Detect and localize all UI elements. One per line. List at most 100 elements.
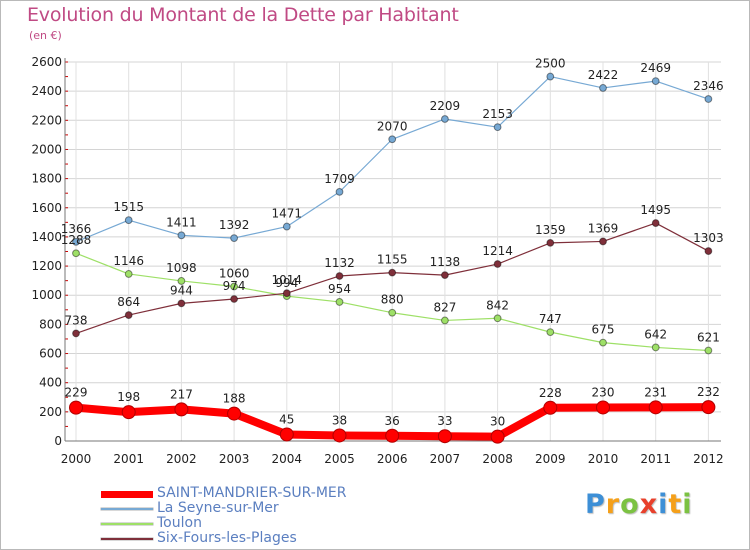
data-label-six-fours-les-plages-2007: 1138 xyxy=(430,255,461,269)
data-point-saint-mandrier-sur-mer-2005 xyxy=(332,428,347,443)
data-label-saint-mandrier-sur-mer-2008: 30 xyxy=(490,415,505,429)
x-tick-label-2007: 2007 xyxy=(430,452,461,466)
data-point-six-fours-les-plages-2011 xyxy=(651,219,660,227)
legend-swatch-la-seyne xyxy=(101,508,153,510)
data-label-saint-mandrier-sur-mer-2009: 228 xyxy=(539,386,562,400)
data-label-toulon-2012: 621 xyxy=(697,330,720,344)
data-point-six-fours-les-plages-2004 xyxy=(282,289,291,298)
chart-subtitle: (en €) xyxy=(29,29,62,42)
data-point-six-fours-les-plages-2002 xyxy=(177,299,186,308)
data-point-la-seyne-sur-mer-2009 xyxy=(546,72,555,81)
data-point-saint-mandrier-sur-mer-2003 xyxy=(227,406,242,421)
series-saint-mandrier-sur-mer: 229 198 217 188 45 38 36 33 30 228 230 231 232 xyxy=(65,385,720,444)
data-point-saint-mandrier-sur-mer-2000 xyxy=(69,400,83,415)
data-label-toulon-2008: 842 xyxy=(486,298,509,312)
data-point-six-fours-les-plages-2006 xyxy=(388,268,397,277)
y-tick-label-1200: 1200 xyxy=(31,259,62,273)
data-point-la-seyne-sur-mer-2003 xyxy=(230,234,239,242)
logo-letter: i xyxy=(658,489,669,520)
data-label-six-fours-les-plages-2004: 1014 xyxy=(272,273,303,287)
x-tick-label-2000: 2000 xyxy=(61,452,92,466)
data-point-saint-mandrier-sur-mer-2004 xyxy=(279,427,294,442)
data-point-la-seyne-sur-mer-2002 xyxy=(177,231,186,240)
data-point-toulon-2011 xyxy=(651,343,660,352)
data-point-saint-mandrier-sur-mer-2008 xyxy=(490,429,505,444)
data-point-six-fours-les-plages-2005 xyxy=(335,272,344,280)
data-point-six-fours-les-plages-2003 xyxy=(230,295,239,303)
x-tick-label-2008: 2008 xyxy=(482,452,513,466)
data-label-six-fours-les-plages-2000: 738 xyxy=(65,313,88,327)
data-point-toulon-2010 xyxy=(599,338,607,347)
y-tick-label-600: 600 xyxy=(39,347,62,361)
y-tick-label-2400: 2400 xyxy=(31,84,62,98)
legend-label-saint-mandrier: SAINT-MANDRIER-SUR-MER xyxy=(157,485,347,501)
data-point-saint-mandrier-sur-mer-2001 xyxy=(121,405,136,420)
data-point-six-fours-les-plages-2012 xyxy=(704,247,713,255)
data-point-saint-mandrier-sur-mer-2010 xyxy=(596,400,610,415)
data-label-saint-mandrier-sur-mer-2006: 36 xyxy=(385,414,400,428)
x-tick-label-2009: 2009 xyxy=(535,452,566,466)
data-point-toulon-2002 xyxy=(177,277,186,285)
data-label-toulon-2007: 827 xyxy=(433,300,456,314)
data-label-six-fours-les-plages-2009: 1359 xyxy=(535,223,566,237)
logo-letter: x xyxy=(639,489,659,520)
legend-swatch-six-fours xyxy=(101,538,153,540)
data-label-toulon-2004: 994 xyxy=(275,276,298,290)
y-tick-label-2000: 2000 xyxy=(31,142,62,156)
data-label-saint-mandrier-sur-mer-2003: 188 xyxy=(223,392,246,406)
data-label-saint-mandrier-sur-mer-2012: 232 xyxy=(697,385,720,399)
data-point-la-seyne-sur-mer-2011 xyxy=(651,77,660,85)
data-label-la-seyne-sur-mer-2006: 2070 xyxy=(377,119,408,133)
proxiti-logo: Proxiti xyxy=(585,489,693,520)
logo-letter: P xyxy=(585,489,606,520)
legend-label-toulon: Toulon xyxy=(157,515,202,531)
logo-letter: o xyxy=(620,489,640,520)
data-label-saint-mandrier-sur-mer-2011: 231 xyxy=(644,385,667,399)
data-label-six-fours-les-plages-2003: 974 xyxy=(223,279,246,293)
series-six-fours-les-plages: 738 864 944 974 1014 1132 1155 1138 1214 1359 1369… xyxy=(65,203,724,338)
data-label-saint-mandrier-sur-mer-2004: 45 xyxy=(279,412,294,426)
legend-swatch-toulon xyxy=(101,523,153,525)
data-point-saint-mandrier-sur-mer-2006 xyxy=(385,428,400,443)
data-point-saint-mandrier-sur-mer-2007 xyxy=(437,429,452,444)
data-point-six-fours-les-plages-2007 xyxy=(441,271,449,280)
data-label-six-fours-les-plages-2011: 1495 xyxy=(640,203,671,217)
data-label-la-seyne-sur-mer-2002: 1411 xyxy=(166,215,197,229)
y-tick-label-400: 400 xyxy=(39,376,62,390)
data-label-six-fours-les-plages-2002: 944 xyxy=(170,283,193,297)
series-la-seyne-sur-mer: 1366 1515 1411 1392 1471 1709 2070 2209 2153 2500… xyxy=(61,57,724,246)
data-point-six-fours-les-plages-2001 xyxy=(124,311,133,319)
data-label-saint-mandrier-sur-mer-2000: 229 xyxy=(65,386,88,400)
data-label-la-seyne-sur-mer-2008: 2153 xyxy=(482,107,513,121)
data-point-toulon-2007 xyxy=(441,316,449,325)
data-label-la-seyne-sur-mer-2003: 1392 xyxy=(219,218,250,232)
data-label-la-seyne-sur-mer-2011: 2469 xyxy=(640,61,671,75)
x-tick-label-2006: 2006 xyxy=(377,452,408,466)
data-point-six-fours-les-plages-2000 xyxy=(72,329,80,338)
data-point-six-fours-les-plages-2008 xyxy=(493,260,502,268)
logo-letter: r xyxy=(605,489,621,520)
data-label-toulon-2003: 1060 xyxy=(219,266,250,280)
data-label-la-seyne-sur-mer-2004: 1471 xyxy=(272,207,303,221)
data-label-la-seyne-sur-mer-2000: 1366 xyxy=(61,222,92,236)
data-point-la-seyne-sur-mer-2005 xyxy=(335,187,344,196)
data-label-la-seyne-sur-mer-2007: 2209 xyxy=(430,99,461,113)
data-point-la-seyne-sur-mer-2000 xyxy=(72,237,80,246)
data-label-saint-mandrier-sur-mer-2002: 217 xyxy=(170,387,193,401)
data-label-six-fours-les-plages-2006: 1155 xyxy=(377,253,408,267)
x-tick-label-2001: 2001 xyxy=(113,452,144,466)
y-tick-label-1400: 1400 xyxy=(31,230,62,244)
data-label-toulon-2005: 954 xyxy=(328,282,351,296)
y-tick-label-1600: 1600 xyxy=(31,201,62,215)
data-label-saint-mandrier-sur-mer-2007: 33 xyxy=(437,414,452,428)
data-label-saint-mandrier-sur-mer-2001: 198 xyxy=(117,390,140,404)
data-label-la-seyne-sur-mer-2005: 1709 xyxy=(324,172,355,186)
data-label-saint-mandrier-sur-mer-2005: 38 xyxy=(332,413,347,427)
data-point-toulon-2009 xyxy=(546,328,555,337)
y-tick-label-2200: 2200 xyxy=(31,113,62,127)
data-point-six-fours-les-plages-2010 xyxy=(599,237,607,246)
y-tick-label-1000: 1000 xyxy=(31,288,62,302)
data-label-six-fours-les-plages-2012: 1303 xyxy=(693,231,724,245)
